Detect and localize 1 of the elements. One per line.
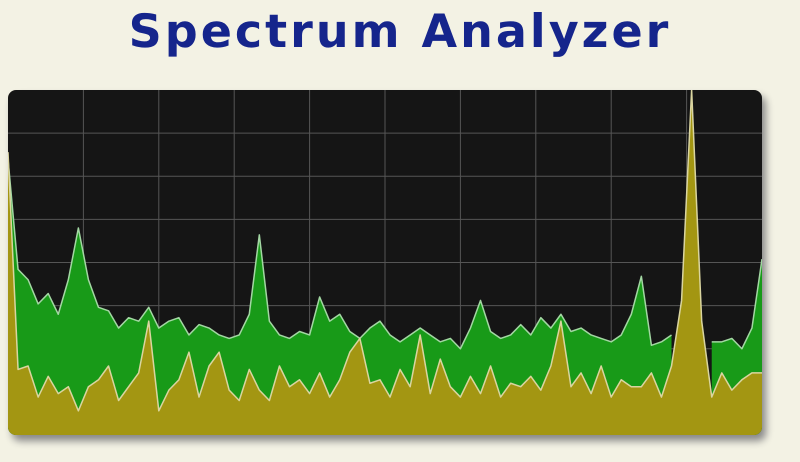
chart-title: Spectrum Analyzer xyxy=(128,4,672,58)
